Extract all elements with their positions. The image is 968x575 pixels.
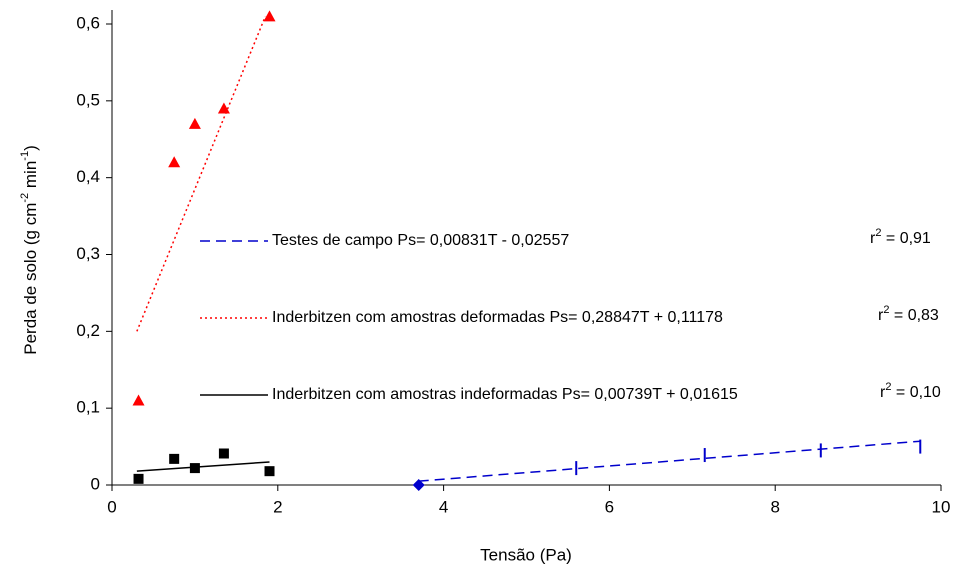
y-tick-label: 0,6 xyxy=(76,13,100,32)
point xyxy=(188,117,201,129)
r2-label: r2 = 0,91 xyxy=(870,227,931,247)
y-tick-label: 0,1 xyxy=(76,398,100,417)
x-tick-label: 6 xyxy=(605,497,614,516)
y-label-part: min xyxy=(21,161,40,193)
trend-line xyxy=(136,461,270,472)
y-label-part: -1 xyxy=(19,151,31,161)
point xyxy=(169,453,180,464)
point xyxy=(189,463,200,474)
r2-part: r xyxy=(880,384,886,401)
x-tick-label: 0 xyxy=(107,497,116,516)
y-tick-label: 0 xyxy=(91,474,100,493)
y-tick-label: 0,3 xyxy=(76,244,100,263)
x-axis-label: Tensão (Pa) xyxy=(480,545,572,564)
x-tick-label: 10 xyxy=(932,497,951,516)
y-label-part: Perda de solo (g cm xyxy=(21,203,40,355)
y-axis-label: Perda de solo (g cm-2 min-1) xyxy=(19,145,41,355)
x-tick-label: 8 xyxy=(770,497,779,516)
r2-part: 2 xyxy=(885,381,891,393)
y-label-part: -2 xyxy=(19,193,31,203)
r2-part: = 0,91 xyxy=(881,230,930,247)
r2-part: r xyxy=(870,230,876,247)
r2-label: r2 = 0,83 xyxy=(878,304,939,324)
legend-text: Inderbitzen com amostras deformadas Ps= … xyxy=(272,309,723,326)
r2-part: = 0,10 xyxy=(891,384,940,401)
point xyxy=(218,448,229,459)
y-tick-label: 0,5 xyxy=(76,90,100,109)
trend-line xyxy=(418,440,921,482)
x-tick-label: 4 xyxy=(439,497,448,516)
y-tick-label: 0,4 xyxy=(76,167,100,186)
point xyxy=(264,466,275,477)
legend-text: Testes de campo Ps= 0,00831T - 0,02557 xyxy=(272,232,569,249)
point xyxy=(263,10,276,22)
r2-part: r xyxy=(878,307,884,324)
r2-part: = 0,83 xyxy=(889,307,938,324)
point xyxy=(133,473,144,484)
trend-line xyxy=(136,16,267,332)
point xyxy=(132,394,145,406)
x-tick-label: 2 xyxy=(273,497,282,516)
y-label-part: ) xyxy=(21,145,40,151)
r2-part: 2 xyxy=(883,304,889,316)
point xyxy=(168,156,181,168)
r2-part: 2 xyxy=(875,227,881,239)
point xyxy=(217,102,230,114)
y-tick-label: 0,2 xyxy=(76,321,100,340)
r2-label: r2 = 0,10 xyxy=(880,381,941,401)
point xyxy=(412,479,425,491)
legend-text: Inderbitzen com amostras indeformadas Ps… xyxy=(272,386,738,403)
